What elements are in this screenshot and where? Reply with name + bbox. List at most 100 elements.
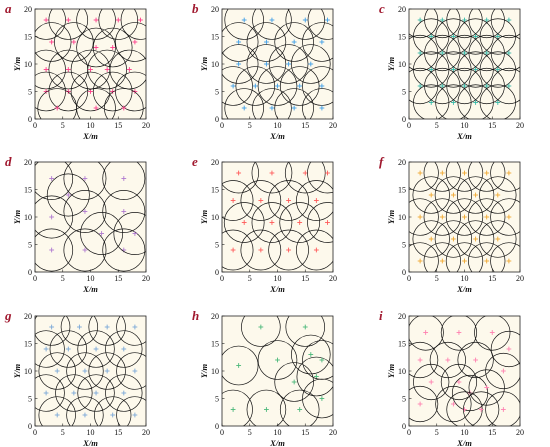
y-tick-label: 5 <box>215 394 219 403</box>
coverage-circle <box>468 369 505 406</box>
coverage-circle <box>105 330 143 368</box>
x-tick-label: 20 <box>142 121 150 130</box>
coverage-circle <box>268 229 309 271</box>
coverage-circle <box>440 316 478 351</box>
y-axis-label: Y/m <box>12 364 22 379</box>
x-tick-label: 15 <box>301 274 309 283</box>
coverage-circle <box>38 396 76 426</box>
panel-letter: f <box>379 154 385 169</box>
y-tick-label: 10 <box>211 213 219 222</box>
y-tick-label: 20 <box>211 158 219 167</box>
coverage-layer <box>409 316 520 426</box>
panel-letter: c <box>379 1 385 16</box>
coverage-circle <box>463 391 500 426</box>
coverage-circle <box>435 84 472 119</box>
y-tick-label: 10 <box>398 60 406 69</box>
y-tick-label: 15 <box>211 185 219 194</box>
x-tick-label: 5 <box>435 121 439 130</box>
coverage-circle <box>66 396 104 426</box>
coverage-circle <box>274 88 314 119</box>
coverage-circle <box>77 330 115 368</box>
coverage-circle <box>296 229 333 271</box>
coverage-circle <box>474 316 511 351</box>
x-tick-label: 10 <box>87 121 95 130</box>
coverage-circle <box>38 352 76 390</box>
coverage-circle <box>88 316 126 346</box>
coverage-circle <box>457 84 494 119</box>
coverage-circle <box>54 22 94 62</box>
y-tick-label: 0 <box>215 422 219 431</box>
coverage-circle <box>412 220 450 258</box>
coverage-layer <box>222 316 333 426</box>
coverage-circle <box>468 198 506 236</box>
x-tick-label: 10 <box>87 428 95 437</box>
x-tick-label: 0 <box>407 428 411 437</box>
x-tick-label: 20 <box>142 274 150 283</box>
coverage-circle <box>268 180 309 221</box>
y-tick-label: 10 <box>398 367 406 376</box>
coverage-circle <box>490 330 520 368</box>
coverage-circle <box>490 242 520 272</box>
x-tick-label: 15 <box>301 121 309 130</box>
x-axis-label: X/m <box>269 438 285 447</box>
plot-area <box>409 9 520 119</box>
coverage-circle <box>413 84 450 119</box>
x-tick-label: 20 <box>516 274 524 283</box>
x-tick-label: 0 <box>220 274 224 283</box>
x-tick-label: 0 <box>33 274 37 283</box>
coverage-circle <box>63 190 107 233</box>
x-axis-label: X/m <box>269 131 285 141</box>
coverage-circle <box>222 66 253 106</box>
x-tick-label: 10 <box>274 274 282 283</box>
x-tick-label: 15 <box>114 121 122 130</box>
coverage-circle <box>485 352 520 390</box>
x-tick-label: 0 <box>220 428 224 437</box>
coverage-circle <box>409 385 439 423</box>
coverage-circle <box>35 316 71 346</box>
y-tick-label: 10 <box>24 367 32 376</box>
coverage-circle <box>412 176 450 214</box>
coverage-circle <box>46 173 90 217</box>
coverage-circle <box>479 220 517 258</box>
y-tick-label: 15 <box>211 32 219 41</box>
coverage-circle <box>35 71 66 112</box>
y-tick-label: 15 <box>24 185 32 194</box>
coverage-circle <box>222 180 254 221</box>
y-tick-label: 20 <box>24 5 32 14</box>
coverage-circle <box>302 88 333 119</box>
coverage-circle <box>35 49 66 90</box>
x-tick-label: 15 <box>114 274 122 283</box>
coverage-circle <box>48 71 89 112</box>
x-axis-label: X/m <box>269 284 285 294</box>
x-tick-label: 20 <box>329 274 337 283</box>
coverage-circle <box>104 88 144 119</box>
panel-h: 00 5 5 10 10 15 15 20 20 X/m Y/m h <box>192 308 337 447</box>
panel-letter: i <box>379 308 383 323</box>
x-tick-label: 15 <box>114 428 122 437</box>
coverage-circle <box>60 316 99 346</box>
coverage-circle <box>423 162 461 192</box>
y-tick-label: 10 <box>211 367 219 376</box>
coverage-circle <box>490 162 520 192</box>
panel-f: 00 5 5 10 10 15 15 20 20 X/m Y/m f <box>379 154 524 294</box>
coverage-circle <box>35 195 74 239</box>
coverage-circle <box>279 66 320 106</box>
coverage-circle <box>98 9 139 40</box>
coverage-circle <box>434 220 473 258</box>
coverage-circle <box>80 212 124 255</box>
panel-d: 00 5 5 10 10 15 15 20 20 X/m Y/m d <box>5 154 150 294</box>
coverage-circle <box>222 22 259 62</box>
x-tick-label: 20 <box>329 121 337 130</box>
y-tick-label: 0 <box>402 115 406 124</box>
coverage-circle <box>102 190 146 233</box>
y-tick-label: 10 <box>211 60 219 69</box>
coverage-circle <box>409 341 439 379</box>
coverage-circle <box>251 202 293 243</box>
y-tick-label: 10 <box>24 213 32 222</box>
coverage-circle <box>274 362 314 402</box>
x-tick-label: 15 <box>301 428 309 437</box>
coverage-circle <box>435 385 472 423</box>
y-tick-label: 10 <box>398 213 406 222</box>
coverage-circle <box>116 352 146 390</box>
